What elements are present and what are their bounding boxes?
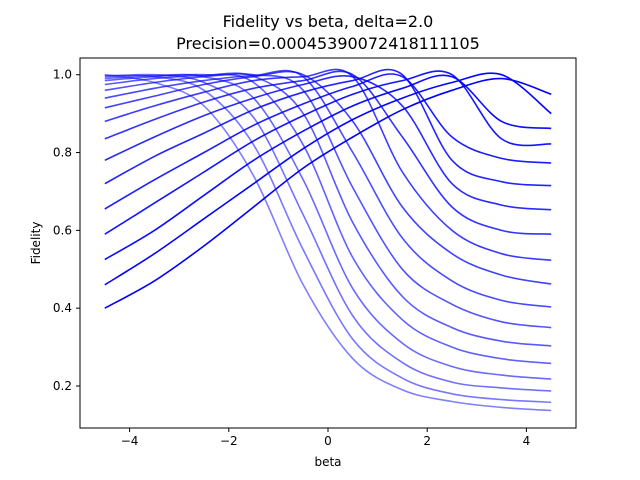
x-tick-label: −4 bbox=[121, 434, 139, 448]
series-line-15 bbox=[104, 70, 552, 235]
series-line-5 bbox=[104, 73, 552, 365]
chart-title: Fidelity vs beta, delta=2.0 bbox=[223, 12, 434, 31]
series-line-7 bbox=[104, 73, 552, 329]
series-line-14 bbox=[104, 73, 552, 210]
x-tick-label: 4 bbox=[523, 434, 531, 448]
y-axis-label: Fidelity bbox=[29, 222, 43, 265]
series-line-17 bbox=[104, 72, 552, 286]
y-tick-label: 0.2 bbox=[53, 379, 72, 393]
x-tick-label: 2 bbox=[423, 434, 431, 448]
x-axis-label: beta bbox=[314, 455, 341, 469]
x-tick-label: 0 bbox=[324, 434, 332, 448]
series-line-6 bbox=[104, 72, 552, 347]
chart-subtitle: Precision=0.00045390072418111105 bbox=[176, 34, 480, 53]
series-line-16 bbox=[104, 74, 552, 261]
series-line-10 bbox=[104, 68, 552, 262]
y-tick-label: 1.0 bbox=[53, 68, 72, 82]
series-line-13 bbox=[104, 68, 552, 187]
x-tick-label: −2 bbox=[220, 434, 238, 448]
series-lines bbox=[104, 68, 552, 412]
y-tick-label: 0.4 bbox=[53, 301, 72, 315]
series-line-3 bbox=[104, 73, 552, 392]
y-tick-label: 0.8 bbox=[53, 146, 72, 160]
y-tick-label: 0.6 bbox=[53, 223, 72, 237]
series-line-8 bbox=[104, 69, 552, 308]
series-line-1 bbox=[104, 73, 552, 412]
y-axis-ticks: 0.2 0.4 0.6 0.8 1.0 bbox=[53, 68, 80, 393]
x-axis-ticks: −4 −2 0 2 4 bbox=[121, 428, 530, 448]
series-line-12 bbox=[104, 75, 552, 211]
series-line-18 bbox=[104, 77, 552, 309]
series-line-11 bbox=[104, 70, 552, 235]
